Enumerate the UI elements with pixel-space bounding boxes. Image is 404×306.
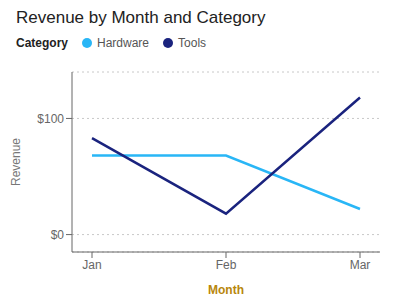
html-text:Category: Category bbox=[16, 36, 68, 50]
svg-text:Jan: Jan bbox=[82, 258, 101, 272]
svg-text:Month: Month bbox=[208, 283, 244, 297]
svg-text:Mar: Mar bbox=[350, 258, 371, 272]
html-text:Hardware: Hardware bbox=[97, 36, 149, 50]
html-text:Tools: Tools bbox=[178, 36, 207, 50]
html-text:Revenue by Month and Category: Revenue by Month and Category bbox=[16, 8, 266, 27]
svg-text:Feb: Feb bbox=[216, 258, 237, 272]
svg-text:$100: $100 bbox=[37, 112, 64, 126]
svg-text:Revenue: Revenue bbox=[9, 138, 23, 186]
svg-text:$0: $0 bbox=[51, 228, 65, 242]
